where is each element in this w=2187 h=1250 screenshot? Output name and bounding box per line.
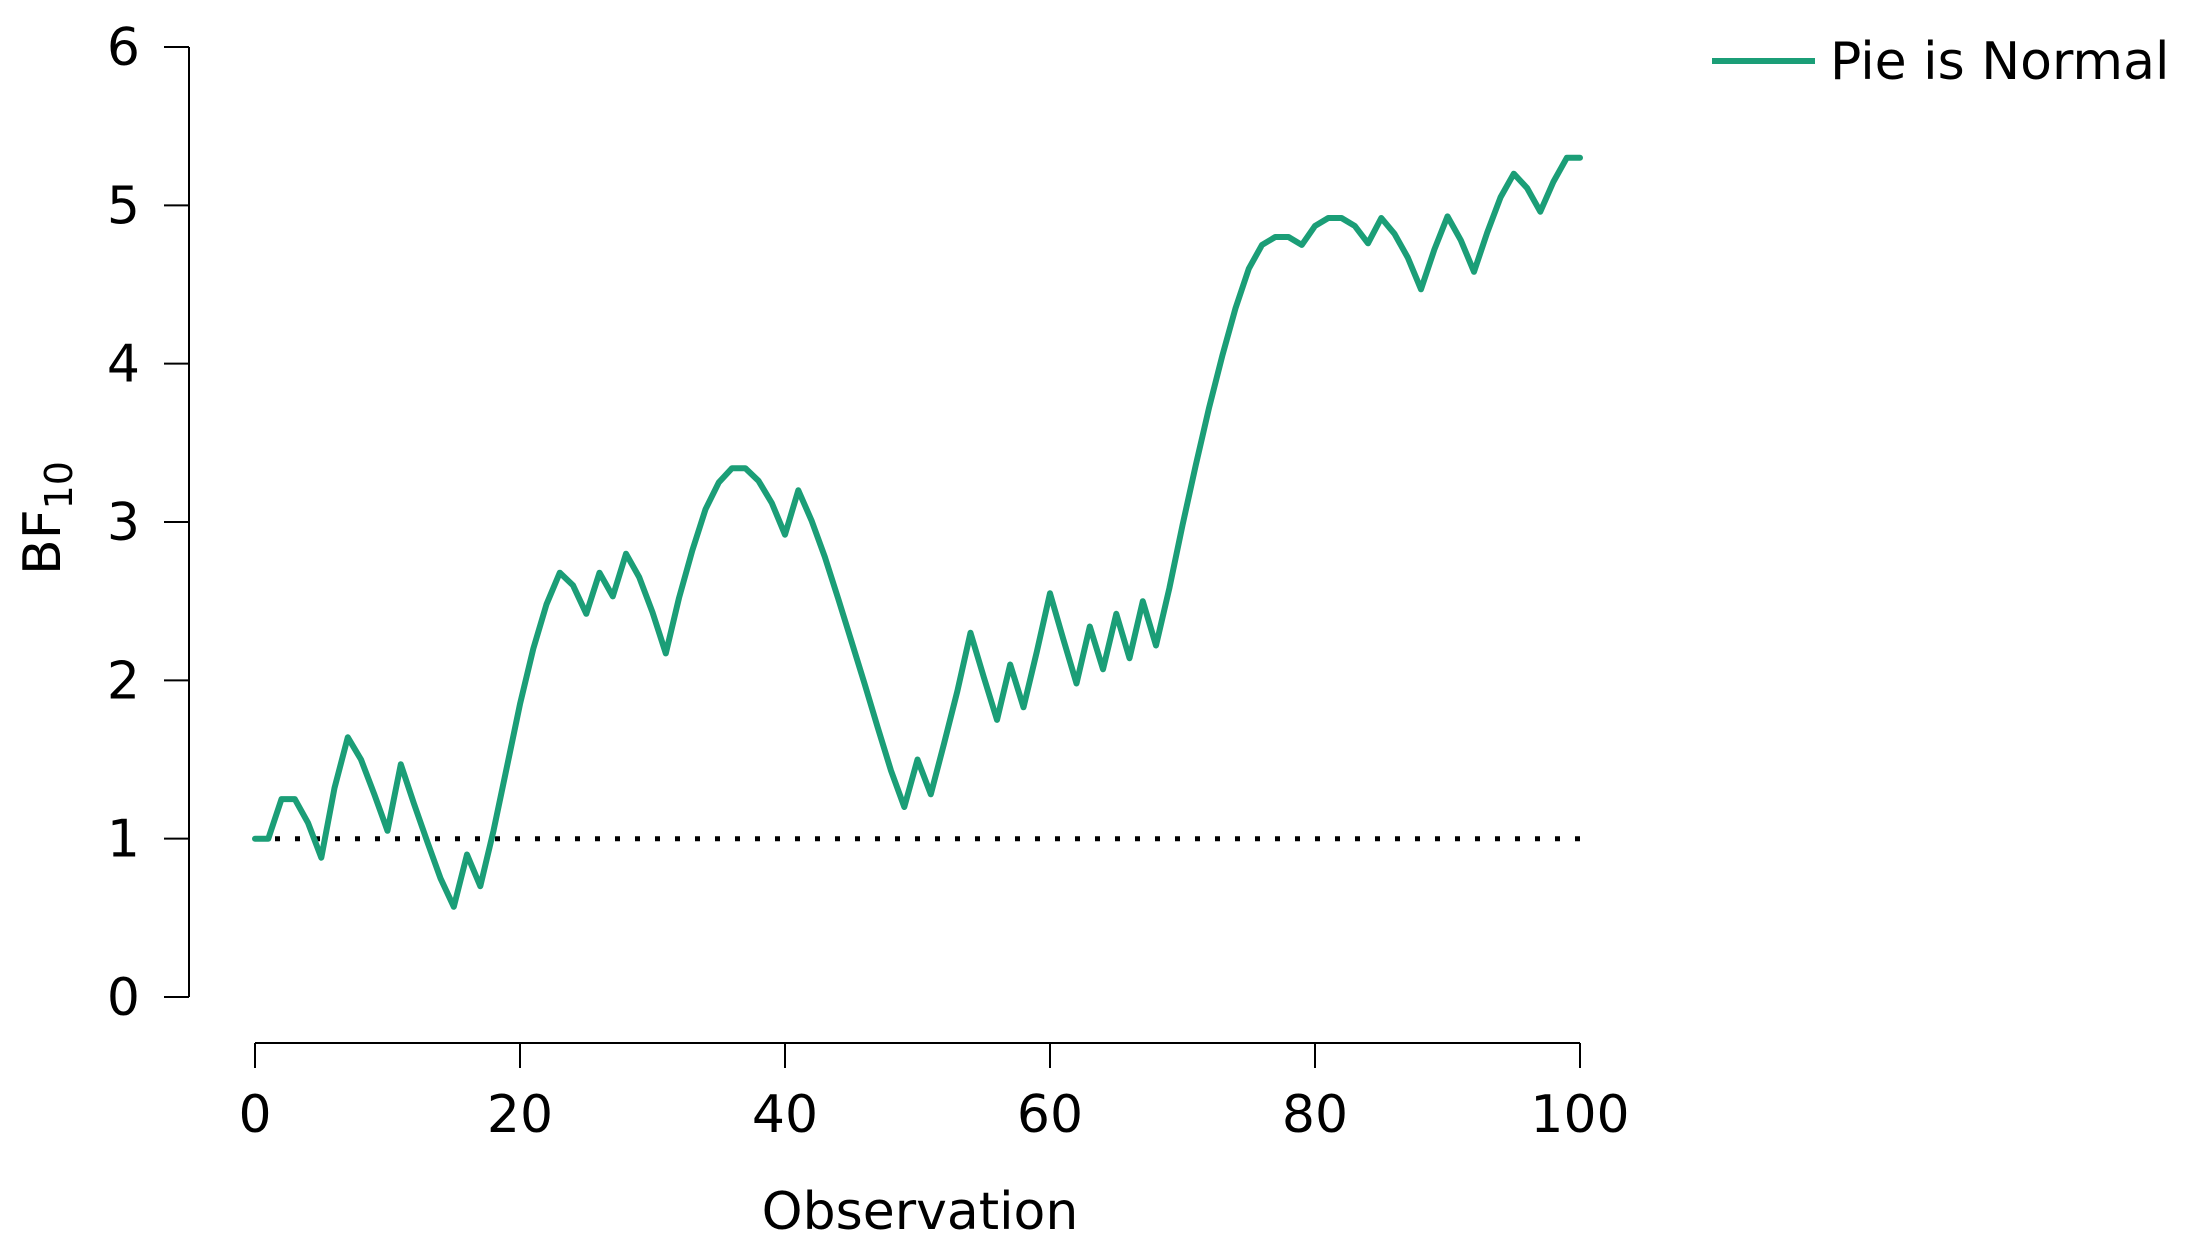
legend: Pie is Normal — [1712, 32, 2169, 92]
x-tick-label: 40 — [752, 1085, 818, 1145]
y-axis-title-subscript: 10 — [37, 461, 81, 509]
y-tick-label: 0 — [107, 968, 140, 1028]
series-layer — [252, 154, 1583, 910]
y-axis-title: BF10 — [13, 461, 81, 575]
y-tick-label: 2 — [107, 651, 140, 711]
y-tick-label: 4 — [107, 335, 140, 395]
y-axis: 0 1 2 3 4 5 6 — [107, 18, 190, 1028]
x-tick-label: 100 — [1530, 1085, 1629, 1145]
legend-label: Pie is Normal — [1830, 32, 2169, 92]
x-tick-label: 20 — [487, 1085, 553, 1145]
x-tick-label: 0 — [238, 1085, 271, 1145]
y-tick-label: 6 — [107, 18, 140, 78]
y-tick-label: 1 — [107, 810, 140, 870]
series-line-pie-is-normal — [252, 154, 1583, 910]
y-tick-label: 3 — [107, 493, 140, 553]
x-tick-label: 80 — [1282, 1085, 1348, 1145]
y-tick-label: 5 — [107, 176, 140, 236]
x-axis: 0 20 40 60 80 100 — [238, 1042, 1630, 1145]
y-axis-title-main: BF — [13, 509, 73, 575]
x-tick-label: 60 — [1017, 1085, 1083, 1145]
x-axis-title: Observation — [762, 1182, 1079, 1242]
